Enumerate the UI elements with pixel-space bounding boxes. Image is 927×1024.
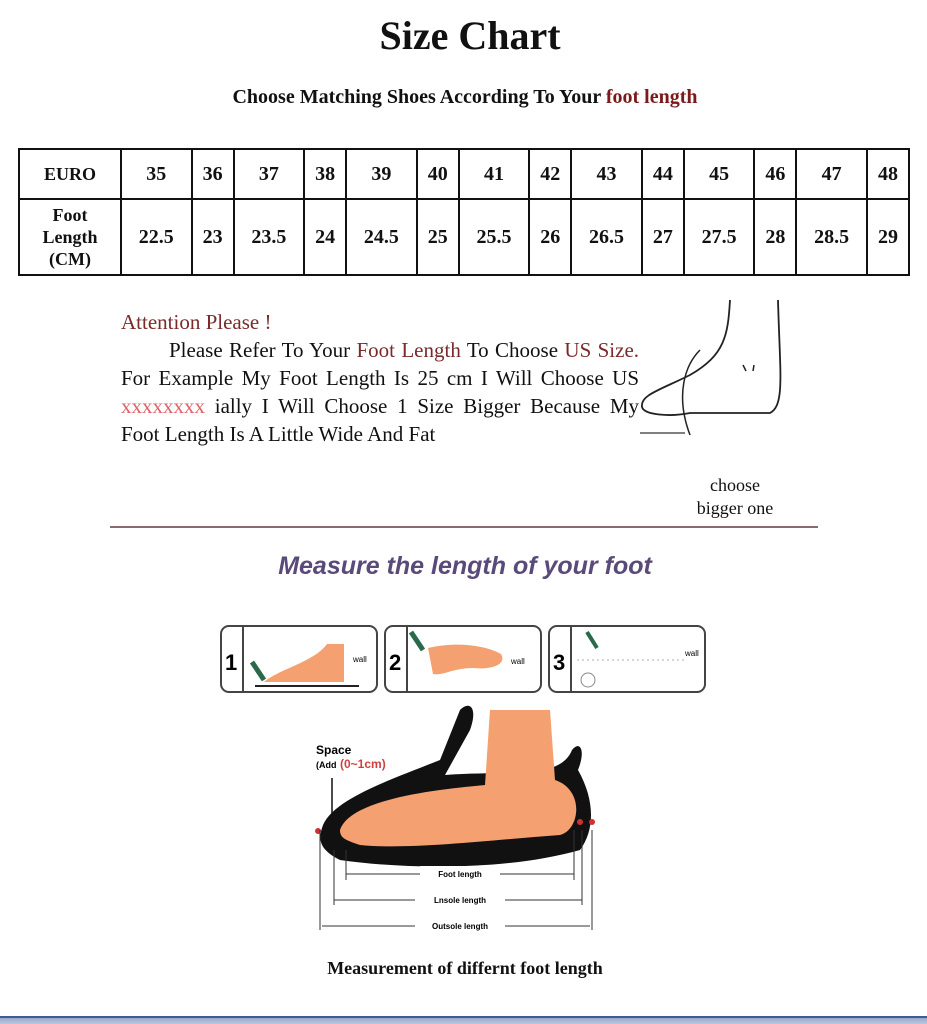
space-label: Space [316, 743, 352, 757]
foot-length-row: Foot Length (CM) 22.5 23 23.5 24 24.5 25 25.5 2… [18, 198, 911, 276]
step-number: 1 [225, 650, 237, 675]
measure-title: Measure the length of your foot [278, 552, 652, 580]
foot-length-cell: 23.5 [232, 198, 306, 276]
foot-length-label: Foot length [438, 870, 482, 879]
header-line: Length [42, 227, 98, 247]
text-highlight: US Size. [564, 338, 640, 362]
header-line: Foot [52, 205, 88, 225]
euro-size-cell: 43 [570, 148, 643, 200]
foot-length-cell: 26.5 [570, 198, 643, 276]
foot-length-cell: 28 [753, 198, 798, 276]
wall-label: wall [510, 657, 525, 666]
foot-length-cell: 27.5 [682, 198, 756, 276]
add-label: (Add [316, 760, 337, 770]
foot-length-cell: 22.5 [120, 198, 193, 276]
choose-bigger-note: choose bigger one [680, 474, 790, 520]
foot-icon [428, 644, 503, 675]
euro-size-cell: 44 [640, 148, 685, 200]
size-table: EURO 35 36 37 38 39 40 41 42 43 44 45 46 47 48 Foot L… [18, 148, 911, 276]
wall-label: wall [352, 655, 367, 664]
pen-icon [249, 660, 267, 682]
foot-sketch-icon [640, 299, 782, 436]
attention-text: Attention Please ! Please Refer To Your … [121, 308, 639, 448]
text: ially I Will Choose 1 Size Bigger Becaus… [121, 394, 639, 446]
euro-header: EURO [18, 148, 122, 200]
diagram-caption: Measurement of differnt foot length [327, 958, 603, 978]
euro-size-cell: 40 [415, 148, 460, 200]
ruler-icon [580, 672, 596, 688]
euro-row: EURO 35 36 37 38 39 40 41 42 43 44 45 46 47 48 [18, 148, 911, 200]
subtitle-prefix: Choose Matching Shoes According To Your [232, 86, 606, 108]
header-line: (CM) [49, 249, 91, 269]
attention-heading: Attention Please ! [121, 310, 272, 334]
text-redacted: xxxxxxxx [121, 394, 205, 418]
pen-icon [408, 630, 426, 652]
foot-length-cell: 28.5 [795, 198, 868, 276]
divider [110, 526, 818, 528]
foot-length-cell: 26 [528, 198, 573, 276]
euro-size-cell: 39 [345, 148, 418, 200]
euro-size-cell: 41 [457, 148, 531, 200]
outsole-length-label: Outsole length [432, 922, 488, 931]
step-1: 1 wall [220, 625, 378, 693]
text: Please Refer To Your [169, 338, 357, 362]
foot-length-cell: 29 [865, 198, 911, 276]
step-number: 2 [389, 650, 401, 675]
pen-icon [585, 630, 599, 650]
text: For Example My Foot Length Is 25 cm I Wi… [121, 366, 639, 390]
euro-size-cell: 48 [865, 148, 911, 200]
step-2: 2 wall [384, 625, 542, 693]
foot-illustration [340, 710, 577, 847]
foot-length-cell: 23 [190, 198, 235, 276]
text-highlight: Foot Length [356, 338, 461, 362]
note-line: bigger one [696, 498, 774, 518]
subtitle: Choose Matching Shoes According To Your … [0, 86, 927, 109]
shoe-diagram: Space (Add (0~1cm) Foot length Lnsole le… [315, 705, 595, 932]
space-value: (0~1cm) [340, 757, 386, 771]
step-number: 3 [553, 650, 565, 675]
foot-icon [264, 644, 344, 682]
euro-size-cell: 35 [120, 148, 193, 200]
foot-length-header: Foot Length (CM) [18, 198, 122, 276]
foot-length-cell: 24.5 [345, 198, 418, 276]
wall-label: wall [684, 649, 699, 658]
euro-size-cell: 38 [303, 148, 348, 200]
foot-length-cell: 24 [303, 198, 348, 276]
bottom-border [0, 1016, 927, 1024]
page-title: Size Chart [379, 13, 561, 58]
text: To Choose [460, 338, 565, 362]
euro-size-cell: 46 [753, 148, 798, 200]
subtitle-highlight: foot length [605, 86, 698, 108]
foot-length-cell: 27 [640, 198, 685, 276]
euro-size-cell: 36 [190, 148, 235, 200]
foot-length-cell: 25 [415, 198, 460, 276]
measurement-steps: 1 wall 2 wall 3 wall [220, 625, 706, 693]
euro-size-cell: 42 [528, 148, 573, 200]
step-3: 3 wall [548, 625, 706, 693]
note-line: choose [710, 475, 760, 495]
euro-size-cell: 47 [795, 148, 868, 200]
insole-length-label: Lnsole length [434, 896, 486, 905]
euro-size-cell: 45 [682, 148, 756, 200]
euro-size-cell: 37 [232, 148, 306, 200]
foot-length-cell: 25.5 [457, 198, 531, 276]
